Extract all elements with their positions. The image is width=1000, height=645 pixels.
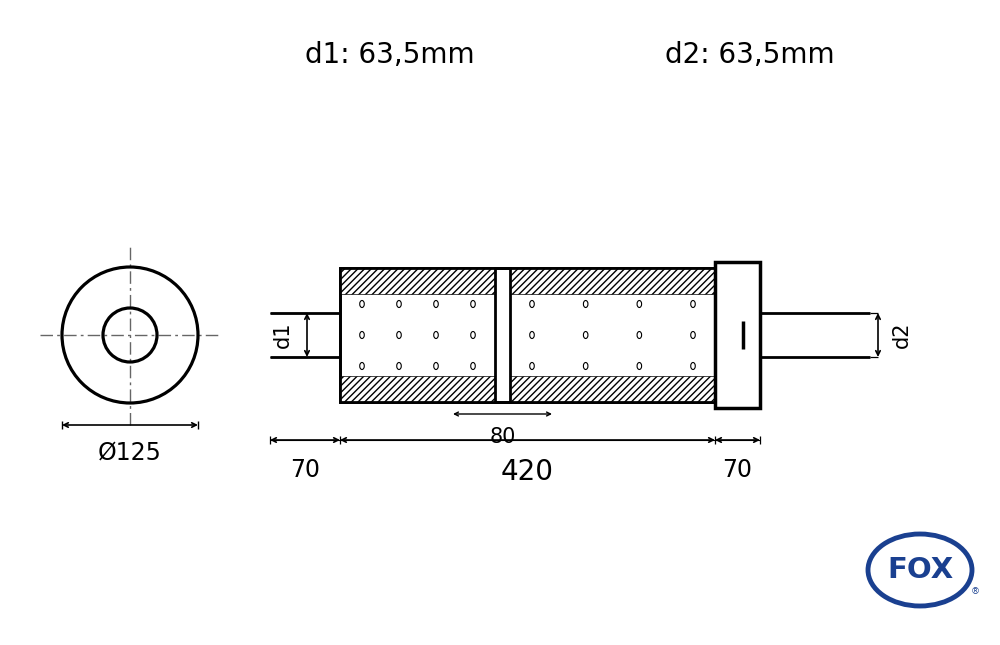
Ellipse shape xyxy=(397,301,401,308)
Bar xyxy=(340,268,715,402)
Text: ®: ® xyxy=(970,587,980,596)
Ellipse shape xyxy=(530,301,534,308)
Ellipse shape xyxy=(360,332,364,339)
Ellipse shape xyxy=(397,362,401,370)
Bar xyxy=(510,376,715,402)
Bar xyxy=(340,376,495,402)
Bar xyxy=(510,268,715,294)
Bar xyxy=(340,268,495,294)
Ellipse shape xyxy=(360,362,364,370)
Ellipse shape xyxy=(691,362,695,370)
Ellipse shape xyxy=(637,362,642,370)
Bar xyxy=(340,268,715,402)
Text: FOX: FOX xyxy=(887,556,953,584)
Ellipse shape xyxy=(360,301,364,308)
Bar xyxy=(715,262,760,408)
Ellipse shape xyxy=(583,362,588,370)
Ellipse shape xyxy=(583,332,588,339)
Text: d1: d1 xyxy=(273,322,293,348)
Ellipse shape xyxy=(530,362,534,370)
Ellipse shape xyxy=(471,301,475,308)
Text: 70: 70 xyxy=(290,458,320,482)
Ellipse shape xyxy=(471,332,475,339)
Ellipse shape xyxy=(434,332,438,339)
Ellipse shape xyxy=(637,332,642,339)
Text: 420: 420 xyxy=(501,458,554,486)
Text: d2: d2 xyxy=(892,322,912,348)
Ellipse shape xyxy=(691,301,695,308)
Bar xyxy=(495,268,510,402)
Text: 80: 80 xyxy=(489,427,516,447)
Ellipse shape xyxy=(530,332,534,339)
Ellipse shape xyxy=(434,301,438,308)
Ellipse shape xyxy=(471,362,475,370)
Text: d2: 63,5mm: d2: 63,5mm xyxy=(665,41,835,69)
Text: 70: 70 xyxy=(722,458,753,482)
Ellipse shape xyxy=(637,301,642,308)
Ellipse shape xyxy=(868,534,972,606)
Ellipse shape xyxy=(583,301,588,308)
Text: d1: 63,5mm: d1: 63,5mm xyxy=(305,41,475,69)
Text: Ø125: Ø125 xyxy=(98,441,162,465)
Ellipse shape xyxy=(691,332,695,339)
Ellipse shape xyxy=(434,362,438,370)
Ellipse shape xyxy=(397,332,401,339)
